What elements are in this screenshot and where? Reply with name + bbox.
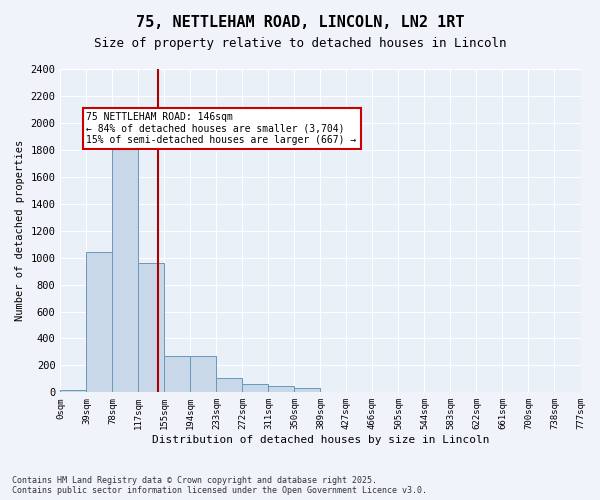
Bar xyxy=(295,388,320,392)
Text: Contains HM Land Registry data © Crown copyright and database right 2025.
Contai: Contains HM Land Registry data © Crown c… xyxy=(12,476,427,495)
Y-axis label: Number of detached properties: Number of detached properties xyxy=(15,140,25,322)
Bar xyxy=(164,356,190,393)
Bar xyxy=(268,386,295,392)
Bar xyxy=(139,263,164,392)
Bar xyxy=(86,252,112,392)
Bar xyxy=(190,356,217,393)
Text: 75, NETTLEHAM ROAD, LINCOLN, LN2 1RT: 75, NETTLEHAM ROAD, LINCOLN, LN2 1RT xyxy=(136,15,464,30)
Bar xyxy=(242,384,268,392)
Bar xyxy=(112,134,139,392)
Bar xyxy=(61,390,86,392)
Bar xyxy=(217,378,242,392)
X-axis label: Distribution of detached houses by size in Lincoln: Distribution of detached houses by size … xyxy=(152,435,489,445)
Text: Size of property relative to detached houses in Lincoln: Size of property relative to detached ho… xyxy=(94,38,506,51)
Text: 75 NETTLEHAM ROAD: 146sqm
← 84% of detached houses are smaller (3,704)
15% of se: 75 NETTLEHAM ROAD: 146sqm ← 84% of detac… xyxy=(86,112,356,146)
